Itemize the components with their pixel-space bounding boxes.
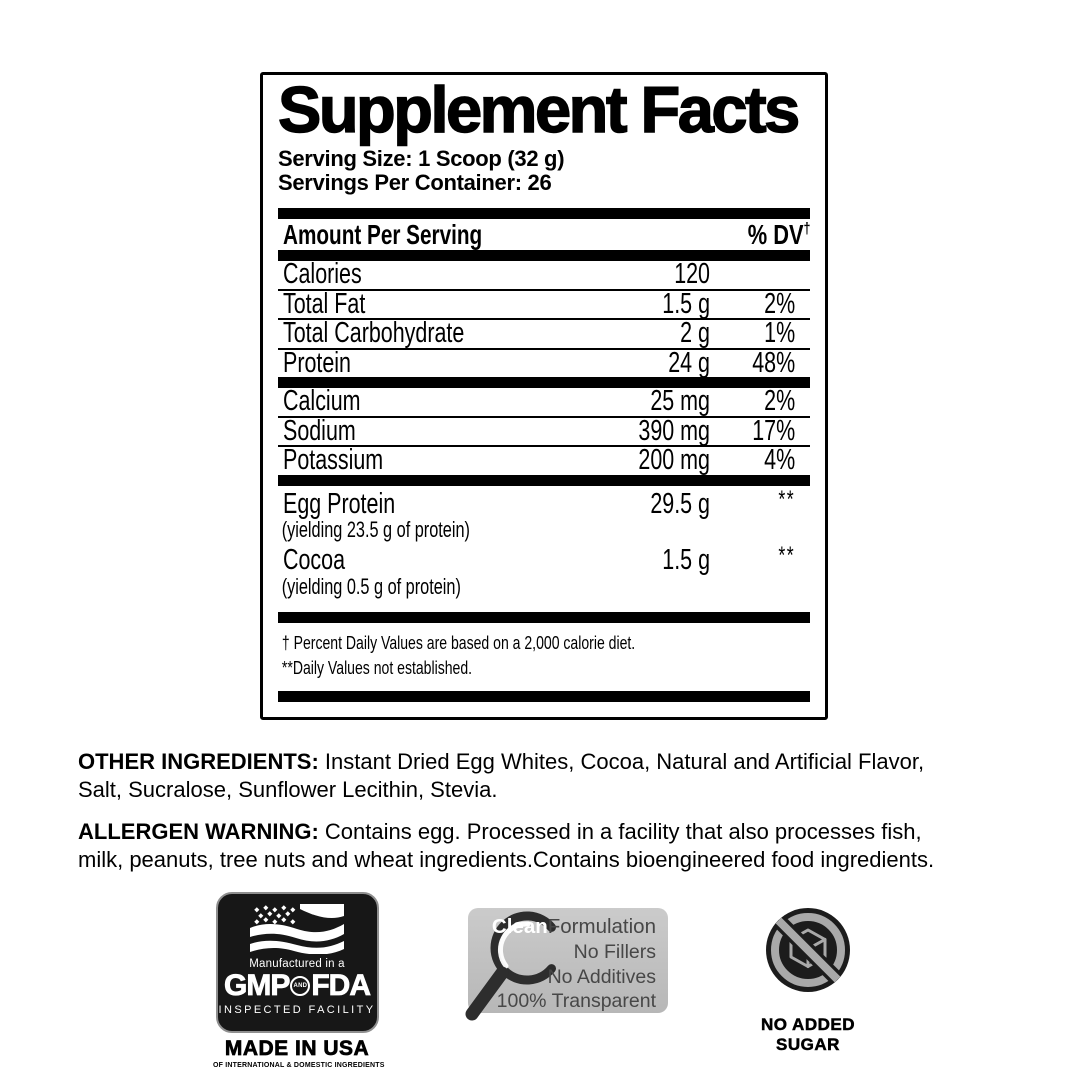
row-total-carbohydrate: Total Carbohydrate 2 g 1% xyxy=(283,317,796,350)
footnote-daily-values: † Percent Daily Values are based on a 2,… xyxy=(281,632,636,653)
thin-rule xyxy=(278,415,810,418)
column-header-row: Amount Per Serving % DV† xyxy=(278,219,810,250)
made-in-usa-subtext: OF INTERNATIONAL & DOMESTIC INGREDIENTS xyxy=(213,1062,385,1069)
row-sodium: Sodium 390 mg 17% xyxy=(283,414,796,447)
thick-rule xyxy=(278,377,810,388)
and-circle-icon: AND xyxy=(290,976,311,996)
percent-dv-header: % DV† xyxy=(747,218,810,250)
allergen-warning-text-2: milk, peanuts, tree nuts and wheat ingre… xyxy=(78,847,935,872)
allergen-warning-label: ALLERGEN WARNING: xyxy=(78,819,319,844)
thick-rule xyxy=(278,208,810,219)
row-protein: Protein 24 g 48% xyxy=(283,346,796,379)
clean-formulation-badge: CleanFormulation No Fillers No Additives… xyxy=(465,908,668,1021)
allergen-warning-paragraph: ALLERGEN WARNING: Contains egg. Processe… xyxy=(78,818,1038,874)
thin-rule xyxy=(278,288,810,291)
inspected-facility-text: INSPECTED FACILITY xyxy=(218,1004,376,1016)
row-total-fat: Total Fat 1.5 g 2% xyxy=(283,287,796,320)
thin-rule xyxy=(278,445,810,447)
claim-no-additives: No Additives xyxy=(547,965,656,988)
formulation-brand-text: Formulation xyxy=(547,915,656,938)
servings-per-container: Servings Per Container: 26 xyxy=(278,170,552,195)
usa-flag-icon xyxy=(250,904,344,954)
amount-per-serving-header: Amount Per Serving xyxy=(283,218,483,250)
row-egg-protein: Egg Protein 29.5 g ** xyxy=(283,485,796,520)
thin-rule xyxy=(278,347,810,350)
clean-brand-text: Clean xyxy=(491,915,548,938)
thick-rule xyxy=(278,250,810,261)
row-potassium: Potassium 200 mg 4% xyxy=(283,444,796,477)
row-calcium: Calcium 25 mg 2% xyxy=(283,385,796,418)
serving-size: Serving Size: 1 Scoop (32 g) xyxy=(278,146,565,171)
claim-no-fillers: No Fillers xyxy=(573,941,656,963)
other-ingredients-label: OTHER INGREDIENTS: xyxy=(78,749,319,774)
other-ingredients-paragraph: OTHER INGREDIENTS: Instant Dried Egg Whi… xyxy=(78,748,1038,804)
claim-transparent: 100% Transparent xyxy=(496,990,656,1012)
thick-rule xyxy=(278,474,810,486)
no-sugar-icon xyxy=(766,908,850,992)
supplement-facts-panel: Supplement Facts Serving Size: 1 Scoop (… xyxy=(260,72,828,720)
other-ingredients-text-2: Salt, Sucralose, Sunflower Lecithin, Ste… xyxy=(78,777,498,802)
gmp-fda-badge-box: Manufactured in a GMP AND FDA INSPECTED … xyxy=(215,892,379,1033)
no-added-sugar-text-2: SUGAR xyxy=(776,1035,840,1055)
thin-rule xyxy=(278,318,810,320)
allergen-warning-text: Contains egg. Processed in a facility th… xyxy=(324,819,922,844)
magnifying-glass-icon xyxy=(465,911,556,1021)
other-ingredients-text: Instant Dried Egg Whites, Cocoa, Natural… xyxy=(324,749,925,774)
footnote-not-established: **Daily Values not established. xyxy=(281,657,473,678)
supplement-facts-title: Supplement Facts xyxy=(277,73,801,146)
clean-formulation-text: CleanFormulation No Fillers No Additives… xyxy=(492,914,656,1014)
no-added-sugar-badge: NO ADDED SUGAR xyxy=(746,898,870,1055)
gmp-fda-badge: Manufactured in a GMP AND FDA INSPECTED … xyxy=(213,892,385,1069)
row-cocoa-note: (yielding 0.5 g of protein) xyxy=(281,573,461,599)
row-egg-protein-note: (yielding 23.5 g of protein) xyxy=(281,517,470,542)
manufactured-in-text: Manufactured in a xyxy=(249,958,345,970)
row-cocoa: Cocoa 1.5 g ** xyxy=(283,542,796,577)
gmp-fda-wordmark: GMP AND FDA xyxy=(224,969,372,1002)
no-added-sugar-text-1: NO ADDED xyxy=(760,1015,856,1035)
thick-rule xyxy=(278,611,810,623)
thick-rule xyxy=(278,690,810,702)
row-calories: Calories 120 xyxy=(283,258,710,291)
made-in-usa-text: MADE IN USA xyxy=(224,1037,370,1061)
